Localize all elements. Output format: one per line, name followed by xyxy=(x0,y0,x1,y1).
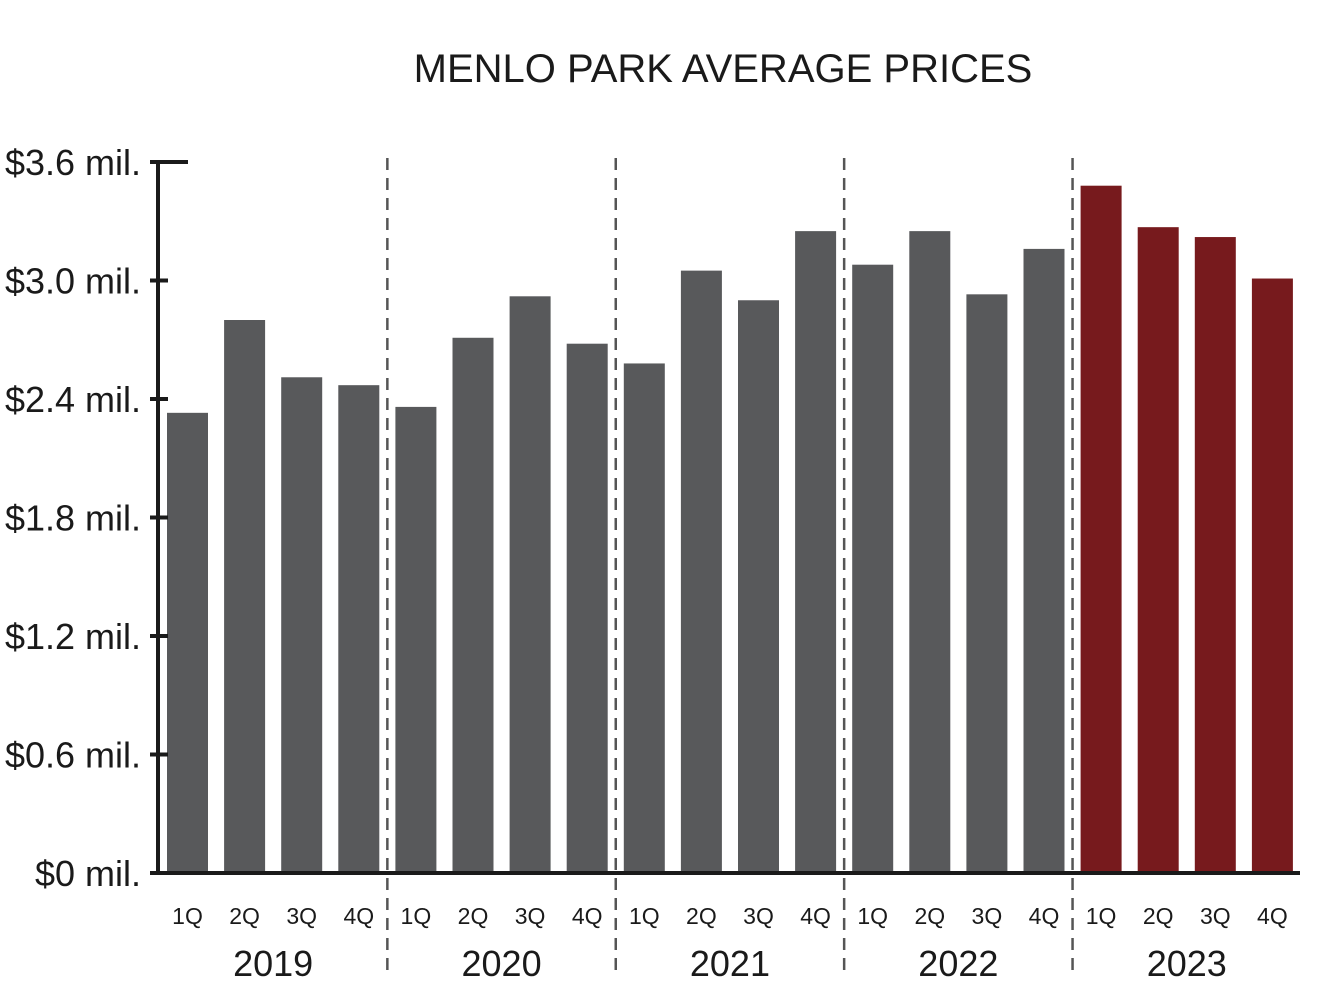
x-tick-label: 3Q xyxy=(286,903,317,929)
bar-2021-3Q xyxy=(738,300,779,873)
bar-2019-2Q xyxy=(224,320,266,873)
bar-2023-4Q xyxy=(1251,278,1293,873)
y-tick-label: $1.8 mil. xyxy=(5,498,141,539)
x-tick-label: 3Q xyxy=(972,903,1003,929)
bar-2022-4Q xyxy=(1023,248,1065,873)
bar-2020-1Q xyxy=(395,406,437,873)
year-label: 2021 xyxy=(690,943,770,984)
x-tick-label: 1Q xyxy=(172,903,203,929)
x-tick-label: 4Q xyxy=(1029,903,1060,929)
bar-2020-4Q xyxy=(566,343,608,873)
bar-2023-2Q xyxy=(1137,227,1179,874)
x-tick-label: 4Q xyxy=(572,903,603,929)
bar-2022-2Q xyxy=(909,231,951,873)
bar-2022-3Q xyxy=(966,294,1008,873)
year-label: 2020 xyxy=(462,943,542,984)
y-tick-label: $1.2 mil. xyxy=(5,616,141,657)
x-tick-label: 3Q xyxy=(743,903,774,929)
bar-2022-1Q xyxy=(852,264,894,873)
x-tick-label: 2Q xyxy=(229,903,260,929)
x-tick-label: 1Q xyxy=(401,903,432,929)
x-tick-label: 3Q xyxy=(1200,903,1231,929)
x-tick-label: 2Q xyxy=(458,903,489,929)
bar-2021-1Q xyxy=(623,363,665,873)
bar-2023-1Q xyxy=(1080,185,1122,873)
y-tick-label: $0.6 mil. xyxy=(5,735,141,776)
bar-2019-1Q xyxy=(167,412,208,873)
year-label: 2022 xyxy=(918,943,998,984)
y-tick-label: $0 mil. xyxy=(35,853,141,894)
bar-2023-3Q xyxy=(1194,237,1236,874)
year-label: 2023 xyxy=(1147,943,1227,984)
bar-2020-3Q xyxy=(509,296,551,873)
x-tick-label: 1Q xyxy=(857,903,888,929)
bar-2020-2Q xyxy=(452,337,494,873)
y-tick-label: $2.4 mil. xyxy=(5,379,141,420)
x-tick-label: 2Q xyxy=(686,903,717,929)
x-tick-label: 4Q xyxy=(800,903,831,929)
bar-2019-3Q xyxy=(281,377,323,873)
x-tick-label: 4Q xyxy=(343,903,374,929)
bar-2021-2Q xyxy=(680,270,722,873)
y-tick-label: $3.6 mil. xyxy=(5,142,141,183)
x-tick-label: 2Q xyxy=(914,903,945,929)
x-tick-label: 2Q xyxy=(1143,903,1174,929)
bar-2021-4Q xyxy=(795,231,837,873)
x-tick-label: 1Q xyxy=(1086,903,1117,929)
y-tick-label: $3.0 mil. xyxy=(5,261,141,302)
bar-2019-4Q xyxy=(338,385,380,873)
x-tick-label: 4Q xyxy=(1257,903,1288,929)
chart-title: MENLO PARK AVERAGE PRICES xyxy=(414,47,1033,91)
year-label: 2019 xyxy=(233,943,313,984)
x-tick-label: 1Q xyxy=(629,903,660,929)
x-tick-label: 3Q xyxy=(515,903,546,929)
